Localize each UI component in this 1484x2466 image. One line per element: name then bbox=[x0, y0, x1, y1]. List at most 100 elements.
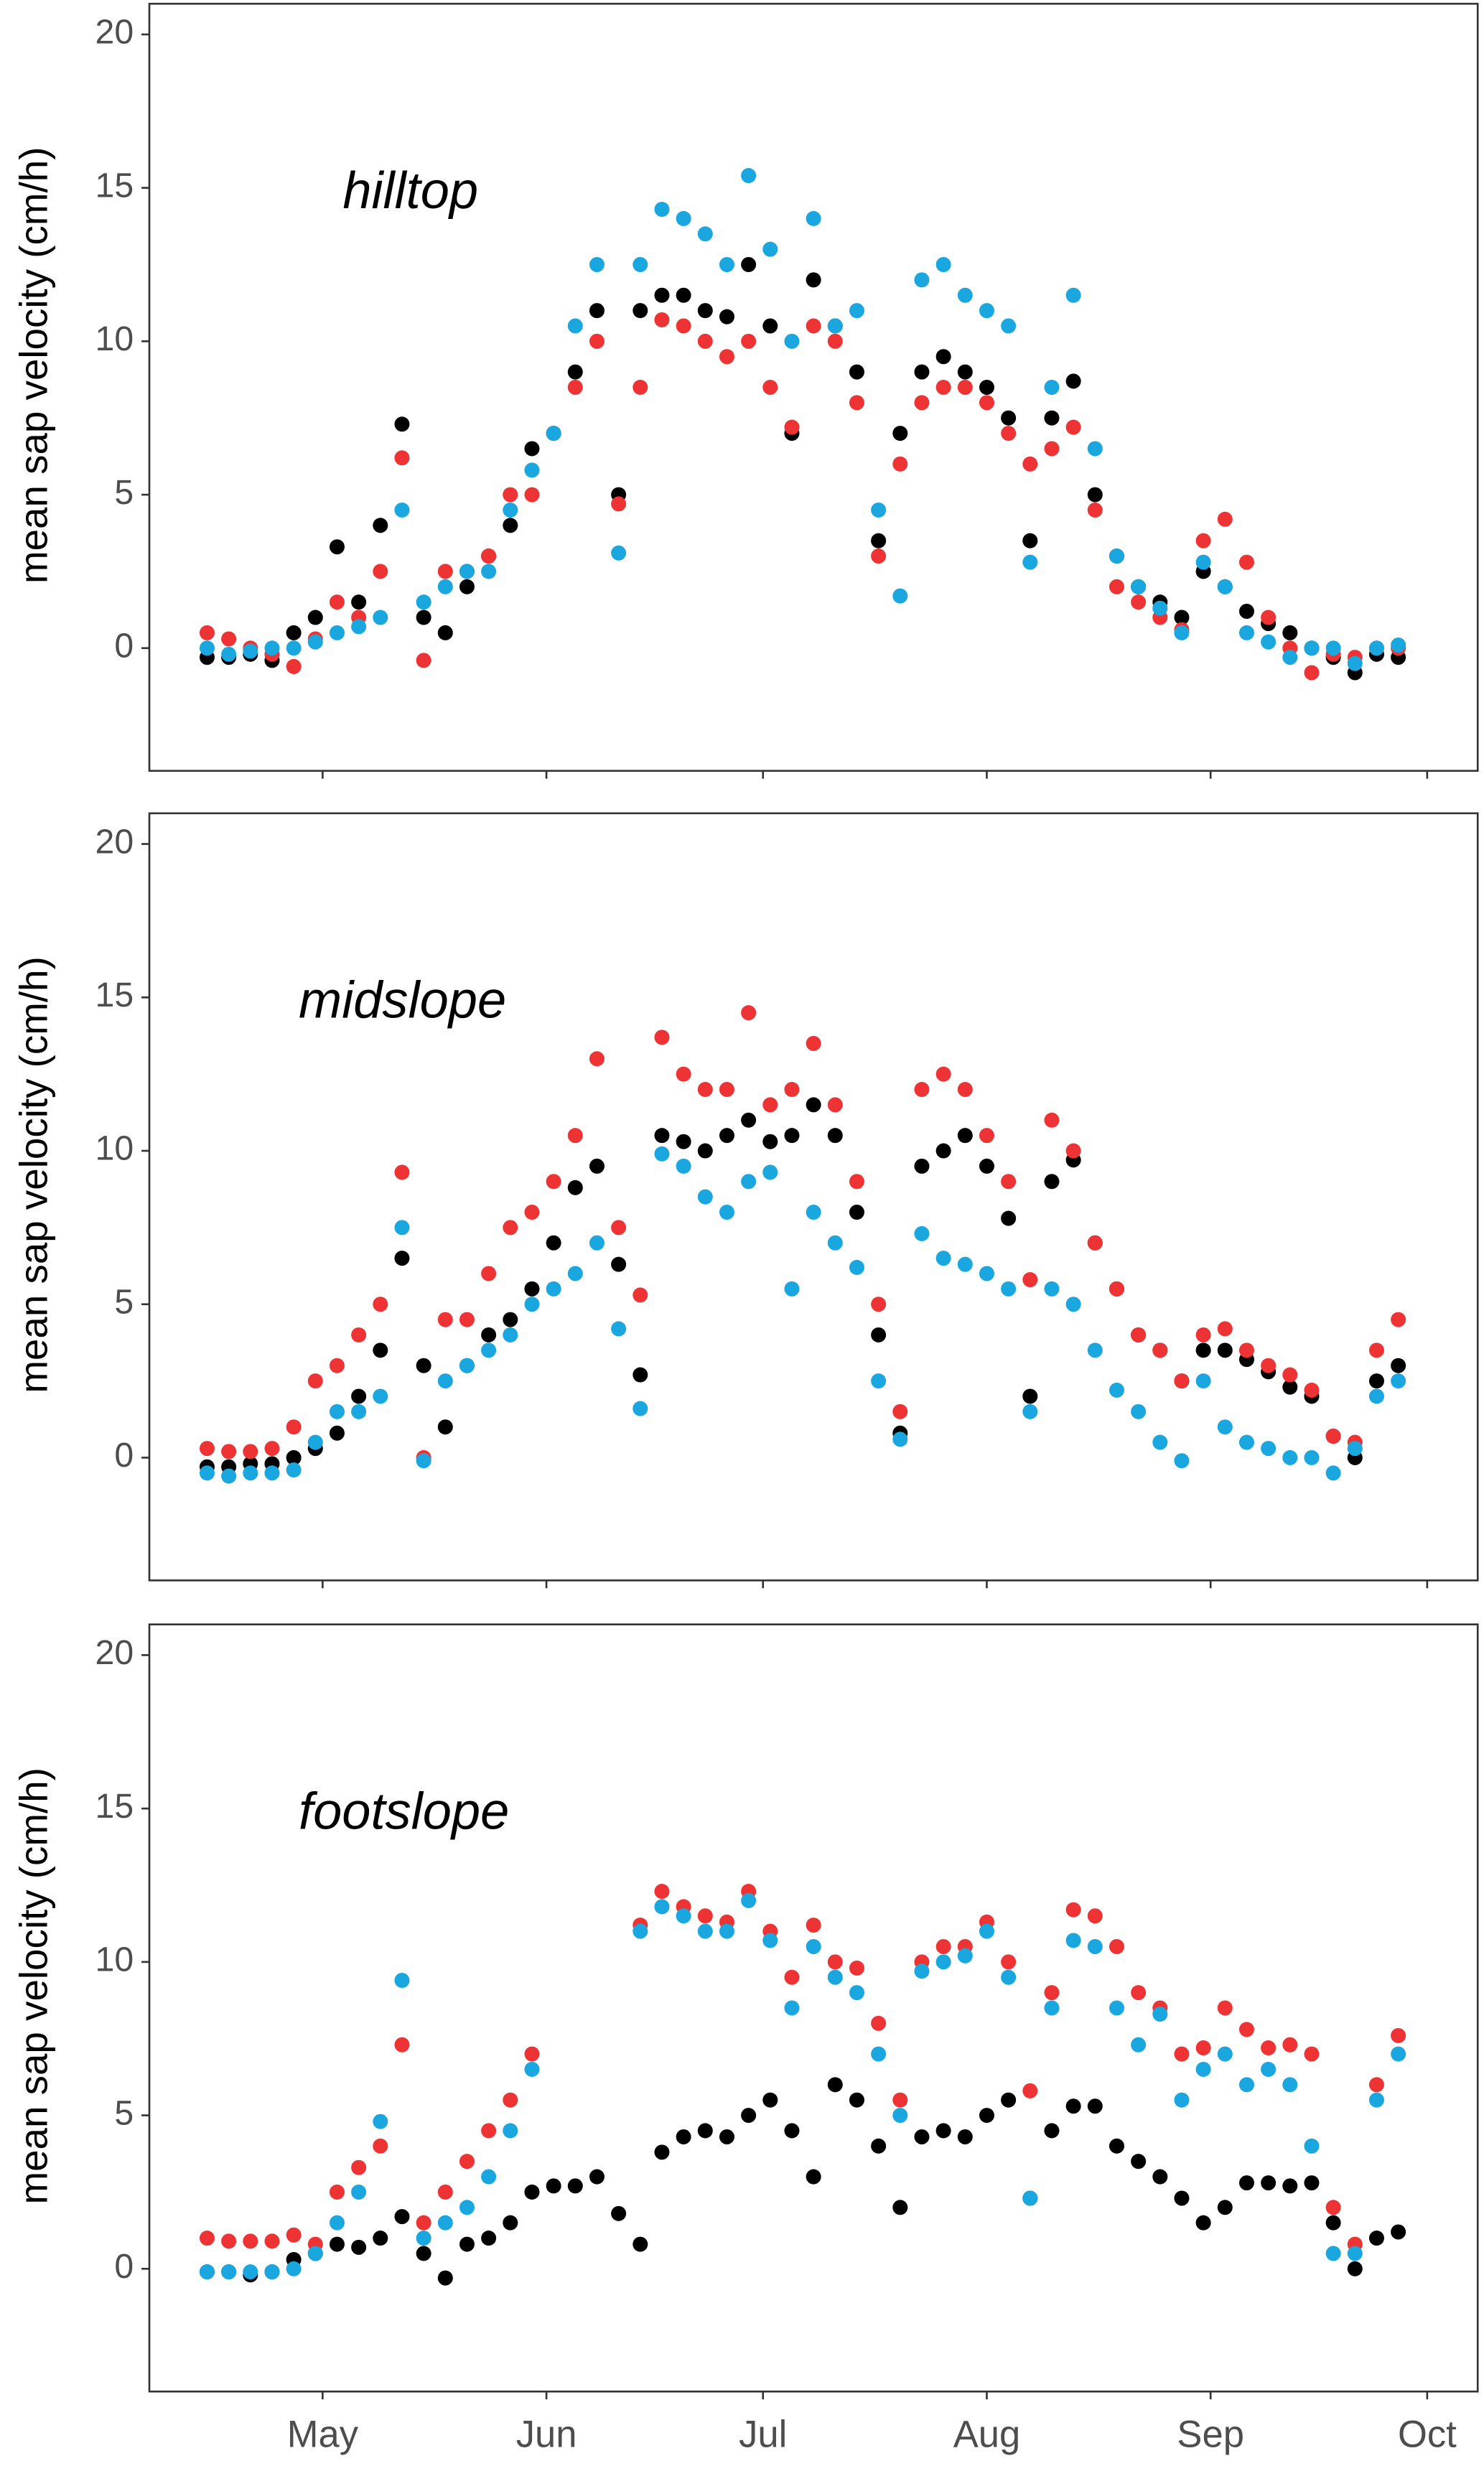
data-point bbox=[1087, 1908, 1103, 1924]
data-point bbox=[762, 318, 778, 334]
data-point bbox=[503, 2215, 518, 2231]
data-point bbox=[762, 1933, 778, 1948]
y-tick-label: 5 bbox=[114, 473, 134, 512]
data-point bbox=[459, 2236, 475, 2252]
data-point bbox=[1238, 2077, 1254, 2093]
y-tick-label: 20 bbox=[95, 822, 134, 861]
data-point bbox=[1368, 2077, 1384, 2093]
data-point bbox=[1368, 2092, 1384, 2108]
data-point bbox=[1217, 2046, 1233, 2062]
data-point bbox=[611, 1256, 627, 1272]
data-point bbox=[1152, 2007, 1168, 2022]
data-point bbox=[654, 312, 670, 327]
data-point bbox=[221, 2233, 237, 2249]
data-point bbox=[1391, 1312, 1406, 1327]
data-point bbox=[221, 1444, 237, 1459]
data-point bbox=[784, 1969, 800, 1985]
y-tick-label: 20 bbox=[95, 1633, 134, 1672]
data-point bbox=[1001, 410, 1017, 426]
data-point bbox=[351, 1388, 367, 1404]
data-point bbox=[1282, 2037, 1298, 2052]
data-point bbox=[437, 1419, 453, 1435]
data-point bbox=[373, 610, 388, 625]
data-point bbox=[1087, 487, 1103, 503]
data-point bbox=[697, 303, 713, 319]
data-point bbox=[416, 1453, 431, 1469]
data-point bbox=[806, 1918, 821, 1933]
data-point bbox=[1174, 2190, 1190, 2206]
data-point bbox=[459, 1358, 475, 1373]
data-point bbox=[1282, 1367, 1298, 1383]
data-point bbox=[524, 1297, 540, 1312]
data-point bbox=[697, 226, 713, 242]
data-point bbox=[524, 2046, 540, 2062]
x-tick-label: May bbox=[287, 2414, 359, 2456]
data-point bbox=[676, 287, 691, 303]
data-point bbox=[1304, 2175, 1320, 2191]
data-point bbox=[567, 1266, 583, 1281]
data-point bbox=[286, 1449, 302, 1465]
data-point bbox=[1065, 1933, 1081, 1948]
data-point bbox=[806, 272, 821, 288]
data-point bbox=[286, 1462, 302, 1478]
data-point bbox=[784, 1082, 800, 1098]
data-point bbox=[503, 2092, 518, 2108]
y-tick-label: 0 bbox=[114, 627, 134, 665]
data-point bbox=[221, 2264, 237, 2280]
data-point bbox=[1347, 1441, 1363, 1457]
data-point bbox=[1195, 554, 1211, 570]
panel: 0 5 10 15 20 mean sap velocity (cm/h) midslope bbox=[11, 812, 1479, 1589]
data-point bbox=[741, 333, 757, 349]
data-point bbox=[373, 2231, 388, 2246]
data-point bbox=[957, 1256, 973, 1272]
data-point bbox=[871, 2138, 887, 2154]
x-tick-label: Jun bbox=[516, 2414, 577, 2456]
data-point bbox=[979, 395, 994, 411]
data-point bbox=[914, 2129, 930, 2145]
data-point bbox=[1044, 1174, 1060, 1190]
data-point bbox=[1282, 1379, 1298, 1395]
data-point bbox=[1087, 441, 1103, 457]
data-point bbox=[719, 349, 734, 365]
data-point bbox=[935, 1066, 951, 1082]
data-point bbox=[459, 2154, 475, 2170]
data-point bbox=[1174, 610, 1190, 625]
data-point bbox=[1131, 1327, 1147, 1342]
data-point bbox=[1001, 318, 1017, 334]
data-point bbox=[1368, 1342, 1384, 1358]
data-point bbox=[1022, 554, 1038, 570]
data-point bbox=[1065, 1902, 1081, 1918]
data-point bbox=[589, 333, 605, 349]
y-tick-label: 20 bbox=[95, 13, 134, 52]
data-point bbox=[892, 2108, 908, 2124]
data-point bbox=[437, 2270, 453, 2286]
data-point bbox=[1391, 1373, 1406, 1389]
data-point bbox=[935, 2123, 951, 2139]
data-point bbox=[719, 1128, 734, 1144]
data-point bbox=[1022, 2190, 1038, 2206]
data-point bbox=[1195, 2061, 1211, 2077]
data-point bbox=[849, 395, 864, 411]
data-point bbox=[1174, 2092, 1190, 2108]
data-point bbox=[1065, 373, 1081, 389]
data-point bbox=[1217, 2000, 1233, 2016]
data-point bbox=[784, 2000, 800, 2016]
data-point bbox=[892, 588, 908, 604]
data-point bbox=[524, 2061, 540, 2077]
data-point bbox=[1304, 1382, 1320, 1398]
data-point bbox=[719, 2129, 734, 2145]
data-point bbox=[1131, 2037, 1147, 2052]
data-point bbox=[871, 1373, 887, 1389]
data-point bbox=[481, 1342, 497, 1358]
data-point bbox=[416, 1358, 431, 1373]
data-point bbox=[849, 1259, 864, 1275]
data-point bbox=[589, 1051, 605, 1067]
data-point bbox=[1174, 1453, 1190, 1469]
y-tick-label: 15 bbox=[95, 976, 134, 1014]
data-point bbox=[1087, 1342, 1103, 1358]
data-point bbox=[503, 2123, 518, 2139]
data-point bbox=[264, 2264, 280, 2280]
data-point bbox=[546, 2178, 561, 2194]
data-point bbox=[1391, 1358, 1406, 1373]
data-point bbox=[979, 1923, 994, 1939]
